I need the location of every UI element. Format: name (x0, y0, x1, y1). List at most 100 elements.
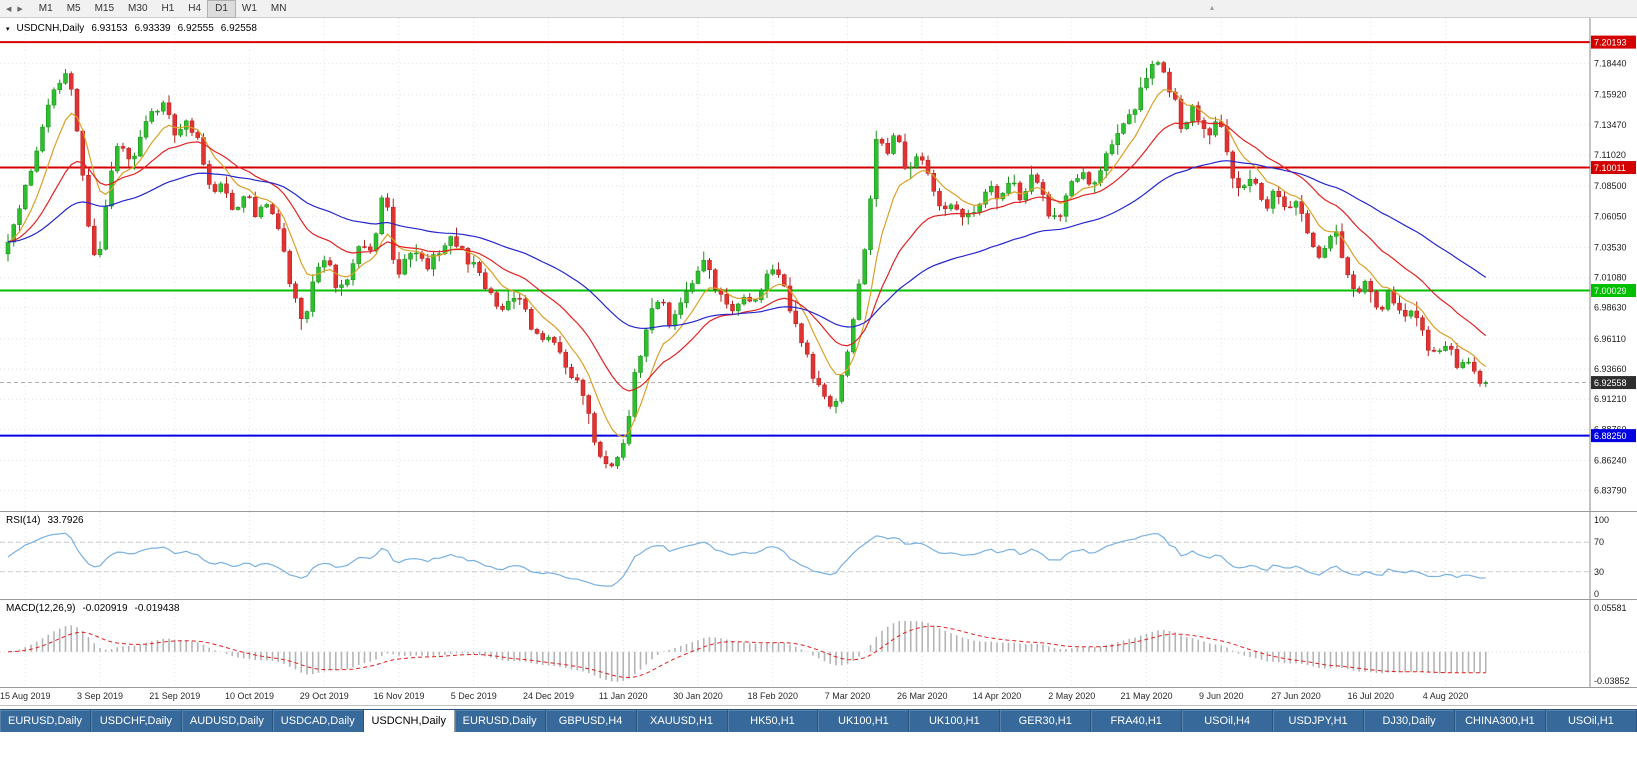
timeframe-button-h4[interactable]: H4 (188, 2, 202, 14)
svg-text:6.93660: 6.93660 (1594, 364, 1627, 374)
svg-text:30: 30 (1594, 567, 1604, 577)
ohlc-low: 6.92555 (177, 23, 214, 34)
svg-text:0.05581: 0.05581 (1594, 603, 1627, 613)
date-label: 3 Sep 2019 (76, 691, 124, 701)
svg-text:7.08500: 7.08500 (1594, 181, 1627, 191)
svg-text:7.15920: 7.15920 (1594, 90, 1627, 100)
svg-text:70: 70 (1594, 537, 1604, 547)
ma-mid (7, 121, 1487, 392)
date-label: 18 Feb 2020 (747, 691, 799, 701)
symbol-tab-eurusd-daily[interactable]: EURUSD,Daily (455, 710, 546, 732)
svg-text:6.98630: 6.98630 (1594, 303, 1627, 313)
date-label: 21 May 2020 (1120, 691, 1173, 701)
timeframe-button-m30[interactable]: M30 (128, 2, 148, 14)
rsi-name: RSI(14) (6, 515, 41, 526)
date-label: 29 Oct 2019 (299, 691, 349, 701)
symbol-tab-usdjpy-h1[interactable]: USDJPY,H1 (1273, 710, 1365, 732)
ma-slow (7, 160, 1487, 330)
timeframe-buttons: M1 M5 M15 M30 H1 H4 D1 W1 MN (32, 0, 294, 18)
svg-text:7.11020: 7.11020 (1594, 150, 1626, 160)
symbol-tabbar: EURUSD,Daily USDCHF,Daily AUDUSD,Daily USDC… (0, 709, 1637, 732)
svg-text:6.92558: 6.92558 (1594, 378, 1627, 388)
timeframe-button-m15[interactable]: M15 (94, 2, 115, 14)
macd-signal-line (7, 625, 1486, 679)
date-label: 26 Mar 2020 (896, 691, 948, 701)
symbol-tab-usoil-h1[interactable]: USOil,H1 (1546, 710, 1637, 732)
date-label: 10 Oct 2019 (224, 691, 275, 701)
symbol-title: USDCNH,Daily (16, 23, 85, 34)
ohlc-close: 6.92558 (220, 23, 257, 34)
svg-text:7.01080: 7.01080 (1594, 273, 1627, 283)
macd-plot: 0.05581 -0.03852 (0, 600, 1630, 687)
timeframe-button-w1[interactable]: W1 (241, 2, 257, 14)
ma-fast (7, 89, 1487, 438)
trading-terminal: ◀ ▶ M1 M5 M15 M30 H1 H4 D1 W1 MN ▴ ▾ USDCNH,Dail… (0, 0, 1637, 732)
rsi-line (7, 532, 1486, 587)
toolbar-overflow-icon[interactable]: ▴ (1210, 3, 1215, 12)
symbol-tab-gbpusd-h4[interactable]: GBPUSD,H4 (546, 710, 637, 732)
date-label: 30 Jan 2020 (673, 691, 723, 701)
top-toolbar: ◀ ▶ M1 M5 M15 M30 H1 H4 D1 W1 MN ▴ (0, 0, 1637, 18)
ohlc-high: 6.93339 (134, 23, 171, 34)
symbol-tab-usdchf-daily[interactable]: USDCHF,Daily (91, 710, 182, 732)
svg-text:7.18440: 7.18440 (1594, 59, 1627, 69)
svg-text:7.00029: 7.00029 (1594, 286, 1627, 296)
symbol-tab-uk100-h1[interactable]: UK100,H1 (909, 710, 1001, 732)
symbol-tab-audusd-daily[interactable]: AUDUSD,Daily (182, 710, 273, 732)
svg-text:7.13470: 7.13470 (1594, 120, 1627, 130)
svg-text:0: 0 (1594, 589, 1599, 599)
svg-text:7.20193: 7.20193 (1594, 38, 1627, 48)
symbol-tab-usoil-h4[interactable]: USOil,H4 (1182, 710, 1274, 732)
date-label: 21 Sep 2019 (149, 691, 201, 701)
timeframe-button-m5[interactable]: M5 (66, 2, 81, 14)
collapse-icon[interactable]: ▾ (6, 25, 10, 33)
svg-text:7.03530: 7.03530 (1594, 242, 1627, 252)
symbol-tab-dj30-daily[interactable]: DJ30,Daily (1364, 710, 1455, 732)
main-chart[interactable]: ▾ USDCNH,Daily 6.93153 6.93339 6.92555 6… (0, 18, 1637, 512)
date-label: 5 Dec 2019 (450, 691, 497, 701)
macd-label: MACD(12,26,9) -0.020919 -0.019438 (6, 603, 180, 614)
date-label: 14 Apr 2020 (972, 691, 1022, 701)
ohlc-open: 6.93153 (91, 23, 128, 34)
date-axis: 15 Aug 2019 3 Sep 2019 21 Sep 2019 10 Oct 2… (0, 688, 1637, 706)
timeframe-button-mn[interactable]: MN (270, 2, 287, 14)
date-label: 11 Jan 2020 (598, 691, 648, 701)
rsi-plot: 100 70 30 0 (0, 512, 1609, 599)
timeframe-button-h1[interactable]: H1 (161, 2, 175, 14)
svg-text:-0.03852: -0.03852 (1594, 676, 1630, 686)
symbol-tab-usdcnh-daily[interactable]: USDCNH,Daily (363, 710, 455, 732)
macd-panel: MACD(12,26,9) -0.020919 -0.019438 0.0558… (0, 600, 1637, 688)
date-label: 16 Jul 2020 (1347, 691, 1395, 701)
date-label: 2 May 2020 (1048, 691, 1096, 701)
svg-text:6.88250: 6.88250 (1594, 431, 1627, 441)
symbol-tab-hk50-h1[interactable]: HK50,H1 (728, 710, 819, 732)
symbol-tab-china300-h1[interactable]: CHINA300,H1 (1455, 710, 1546, 732)
chart-scroll-left-icon[interactable]: ◀ (6, 5, 12, 13)
price-plot[interactable]: 7.18440 7.15920 7.13470 7.11020 7.08500 7.060… (0, 18, 1637, 512)
macd-name: MACD(12,26,9) (6, 603, 76, 614)
date-label: 15 Aug 2019 (0, 691, 51, 701)
chart-title: ▾ USDCNH,Daily 6.93153 6.93339 6.92555 6… (6, 23, 257, 34)
date-label: 7 Mar 2020 (824, 691, 871, 701)
svg-text:7.10011: 7.10011 (1594, 163, 1626, 173)
timeframe-button-d1[interactable]: D1 (207, 0, 236, 18)
svg-text:6.86240: 6.86240 (1594, 455, 1627, 465)
svg-text:7.06050: 7.06050 (1594, 211, 1627, 221)
rsi-panel: RSI(14) 33.7926 100 70 30 0 (0, 512, 1637, 600)
svg-text:6.96110: 6.96110 (1594, 334, 1626, 344)
chart-scroll-right-icon[interactable]: ▶ (17, 5, 23, 13)
symbol-tab-fra40-h1[interactable]: FRA40,H1 (1091, 710, 1183, 732)
date-label: 16 Nov 2019 (373, 691, 425, 701)
svg-text:6.91210: 6.91210 (1594, 394, 1627, 404)
symbol-tab-xauusd-h1[interactable]: XAUUSD,H1 (637, 710, 728, 732)
symbol-tab-eurusd-daily[interactable]: EURUSD,Daily (0, 710, 91, 732)
date-label: 27 Jun 2020 (1271, 691, 1321, 701)
symbol-tab-usdcad-daily[interactable]: USDCAD,Daily (273, 710, 364, 732)
timeframe-button-m1[interactable]: M1 (38, 2, 53, 14)
svg-text:100: 100 (1594, 515, 1609, 525)
symbol-tab-uk100-h1[interactable]: UK100,H1 (818, 710, 910, 732)
rsi-value: 33.7926 (47, 515, 84, 526)
date-label: 9 Jun 2020 (1198, 691, 1244, 701)
rsi-label: RSI(14) 33.7926 (6, 515, 84, 526)
symbol-tab-ger30-h1[interactable]: GER30,H1 (1000, 710, 1092, 732)
